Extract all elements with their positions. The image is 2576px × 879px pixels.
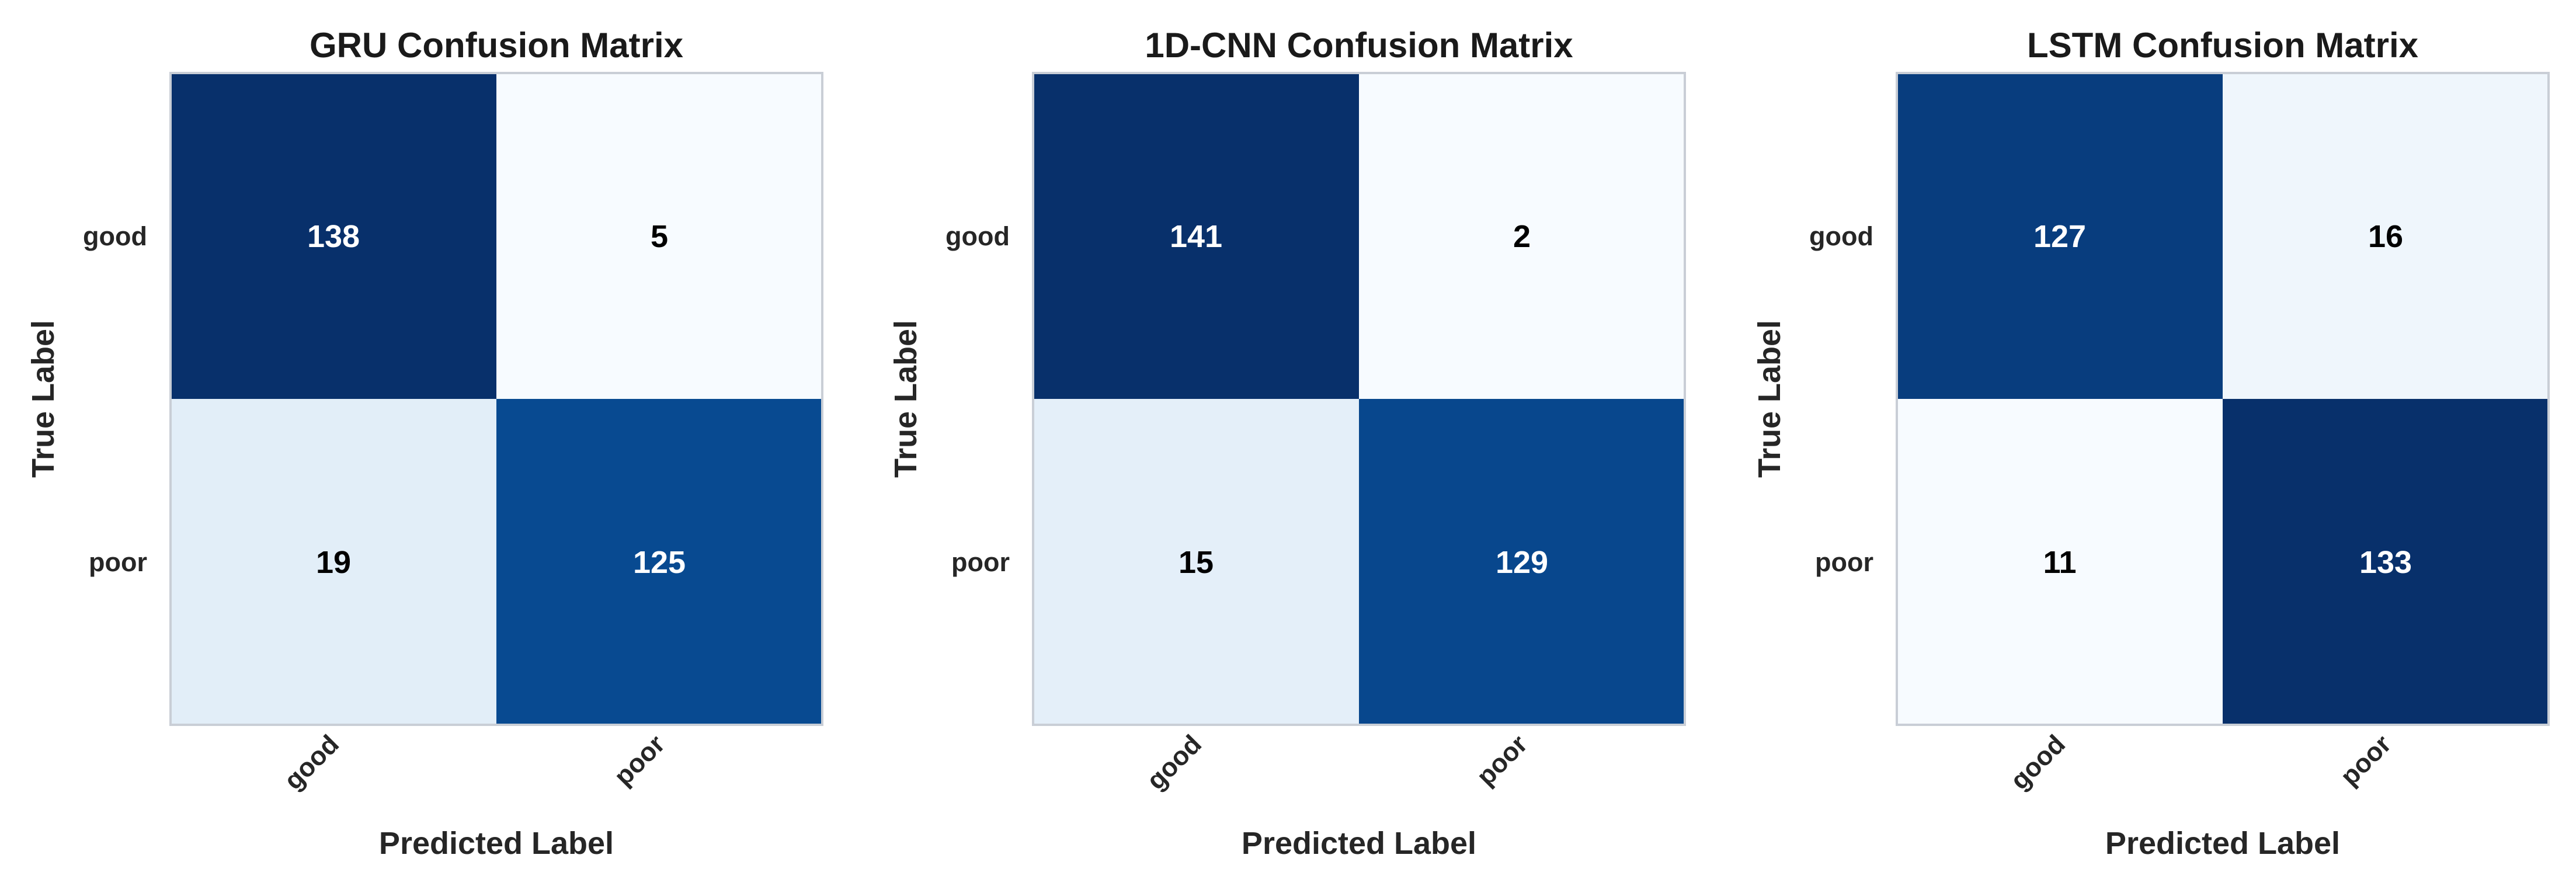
cell-value-label: 15	[1179, 545, 1214, 580]
heatmap-cell	[496, 73, 822, 399]
chart-panel-1: GRU Confusion Matrix 138 5 19 125 good poor goo…	[26, 26, 823, 861]
cell-value-label: 129	[1496, 545, 1548, 580]
heatmap-cell	[496, 399, 822, 725]
heatmap-cell	[1359, 73, 1685, 399]
cell-value-label: 138	[307, 219, 360, 254]
y-tick-label: poor	[89, 547, 147, 577]
x-tick-label: poor	[608, 729, 670, 791]
x-axis-label: Predicted Label	[1242, 826, 1476, 861]
cell-value-label: 2	[1513, 219, 1531, 254]
chart-panel-3: LSTM Confusion Matrix 127 16 11 133 good poor g…	[1752, 26, 2550, 861]
heatmap-cell	[171, 399, 496, 725]
cell-value-label: 5	[651, 219, 668, 254]
chart-title: LSTM Confusion Matrix	[2027, 26, 2418, 65]
y-tick-label: poor	[951, 547, 1010, 577]
chart-title: GRU Confusion Matrix	[310, 26, 683, 65]
y-axis-label: True Label	[888, 320, 923, 478]
cell-value-label: 141	[1170, 219, 1222, 254]
chart-panel-2: 1D-CNN Confusion Matrix 141 2 15 129 good poor…	[888, 26, 1686, 861]
heatmap-cell	[1897, 73, 2223, 399]
y-tick-label: poor	[1815, 547, 1873, 577]
x-tick-label: good	[1141, 729, 1207, 795]
y-axis-label: True Label	[1752, 320, 1787, 478]
cell-value-label: 127	[2033, 219, 2086, 254]
x-tick-label: good	[278, 729, 345, 795]
x-tick-label: good	[2004, 729, 2071, 795]
x-tick-label: poor	[2334, 729, 2397, 791]
cell-value-label: 19	[316, 545, 351, 580]
x-axis-label: Predicted Label	[379, 826, 614, 861]
cell-value-label: 133	[2359, 545, 2412, 580]
cell-value-label: 16	[2368, 219, 2403, 254]
y-tick-label: good	[1809, 221, 1873, 251]
plot-frame	[1032, 72, 1686, 726]
plot-frame	[169, 72, 823, 726]
heatmap-cell	[1033, 399, 1359, 725]
y-tick-label: good	[83, 221, 147, 251]
heatmap-cell	[1897, 399, 2223, 725]
y-axis-label: True Label	[26, 320, 61, 478]
cell-value-label: 125	[633, 545, 686, 580]
plot-frame	[1896, 72, 2550, 726]
heatmap-cell	[1033, 73, 1359, 399]
x-tick-label: poor	[1470, 729, 1533, 791]
y-tick-label: good	[945, 221, 1010, 251]
heatmap-cell	[171, 73, 496, 399]
chart-title: 1D-CNN Confusion Matrix	[1145, 26, 1573, 65]
heatmap-cell	[1359, 399, 1685, 725]
x-axis-label: Predicted Label	[2105, 826, 2340, 861]
heatmap-cell	[2223, 73, 2549, 399]
cell-value-label: 11	[2043, 545, 2076, 580]
heatmap-cell	[2223, 399, 2549, 725]
